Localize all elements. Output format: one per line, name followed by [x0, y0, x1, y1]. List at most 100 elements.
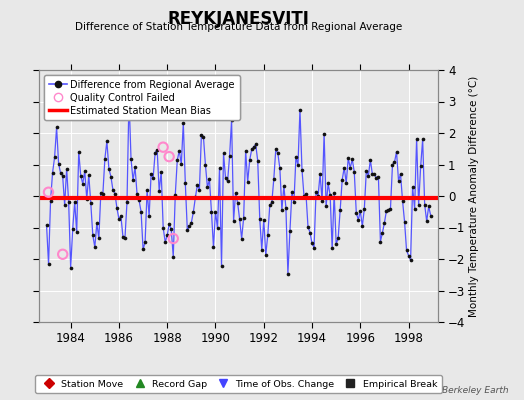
- Point: [69, 226, 77, 232]
- Point: [274, 150, 282, 156]
- Point: [366, 157, 375, 163]
- Point: [244, 179, 252, 185]
- Point: [314, 193, 322, 199]
- Point: [157, 168, 166, 175]
- Point: [290, 199, 298, 206]
- Point: [149, 175, 157, 181]
- Point: [344, 155, 353, 162]
- Point: [296, 106, 304, 113]
- Point: [115, 216, 123, 222]
- Point: [119, 234, 127, 240]
- Point: [81, 168, 89, 174]
- Point: [203, 184, 212, 191]
- Point: [151, 149, 159, 156]
- Point: [225, 153, 234, 160]
- Legend: Station Move, Record Gap, Time of Obs. Change, Empirical Break: Station Move, Record Gap, Time of Obs. C…: [35, 375, 442, 393]
- Point: [235, 216, 244, 222]
- Point: [199, 134, 208, 140]
- Point: [197, 132, 205, 138]
- Point: [52, 124, 61, 130]
- Point: [310, 244, 318, 251]
- Point: [328, 245, 336, 252]
- Point: [67, 265, 75, 271]
- Point: [308, 240, 316, 247]
- Point: [324, 180, 332, 187]
- Point: [227, 117, 236, 123]
- Point: [167, 226, 176, 233]
- Point: [259, 216, 268, 223]
- Point: [408, 184, 417, 190]
- Text: Berkeley Earth: Berkeley Earth: [442, 386, 508, 395]
- Point: [390, 159, 399, 166]
- Point: [306, 229, 314, 236]
- Point: [213, 225, 222, 232]
- Point: [362, 167, 370, 174]
- Point: [46, 197, 54, 204]
- Point: [346, 165, 354, 171]
- Point: [402, 247, 411, 254]
- Point: [424, 203, 433, 210]
- Point: [358, 223, 366, 229]
- Point: [113, 205, 121, 212]
- Point: [364, 172, 373, 179]
- Point: [300, 193, 308, 199]
- Point: [348, 156, 356, 163]
- Point: [417, 163, 425, 170]
- Point: [171, 192, 179, 198]
- Point: [72, 229, 81, 236]
- Point: [195, 186, 204, 193]
- Point: [258, 247, 266, 253]
- Point: [239, 215, 248, 221]
- Point: [91, 244, 99, 250]
- Point: [370, 171, 378, 178]
- Point: [410, 206, 419, 212]
- Point: [392, 148, 401, 155]
- Point: [294, 162, 302, 168]
- Point: [50, 154, 59, 161]
- Point: [209, 244, 217, 250]
- Point: [45, 261, 53, 267]
- Point: [84, 172, 93, 178]
- Point: [59, 172, 67, 179]
- Point: [334, 235, 342, 241]
- Point: [407, 257, 415, 263]
- Point: [286, 228, 294, 234]
- Point: [395, 178, 403, 184]
- Point: [95, 235, 103, 241]
- Text: Difference of Station Temperature Data from Regional Average: Difference of Station Temperature Data f…: [75, 22, 402, 32]
- Point: [312, 188, 320, 195]
- Point: [173, 157, 181, 163]
- Point: [165, 154, 173, 160]
- Point: [83, 196, 91, 202]
- Point: [205, 176, 214, 183]
- Point: [405, 252, 413, 259]
- Point: [189, 209, 198, 215]
- Point: [372, 175, 380, 181]
- Point: [64, 199, 73, 206]
- Point: [177, 161, 185, 168]
- Point: [185, 223, 193, 229]
- Point: [256, 215, 264, 222]
- Point: [223, 178, 232, 184]
- Point: [388, 161, 397, 168]
- Point: [376, 238, 385, 245]
- Point: [288, 189, 296, 196]
- Point: [282, 204, 290, 211]
- Point: [356, 208, 365, 214]
- Point: [264, 232, 272, 238]
- Point: [326, 192, 334, 198]
- Point: [79, 180, 87, 187]
- Point: [111, 190, 119, 197]
- Point: [169, 235, 178, 242]
- Point: [318, 198, 326, 204]
- Point: [342, 180, 351, 186]
- Point: [276, 165, 284, 172]
- Point: [215, 165, 224, 171]
- Point: [145, 213, 154, 219]
- Point: [237, 236, 246, 242]
- Point: [298, 166, 306, 173]
- Point: [169, 254, 178, 260]
- Point: [137, 208, 145, 215]
- Point: [135, 197, 143, 204]
- Point: [254, 158, 262, 164]
